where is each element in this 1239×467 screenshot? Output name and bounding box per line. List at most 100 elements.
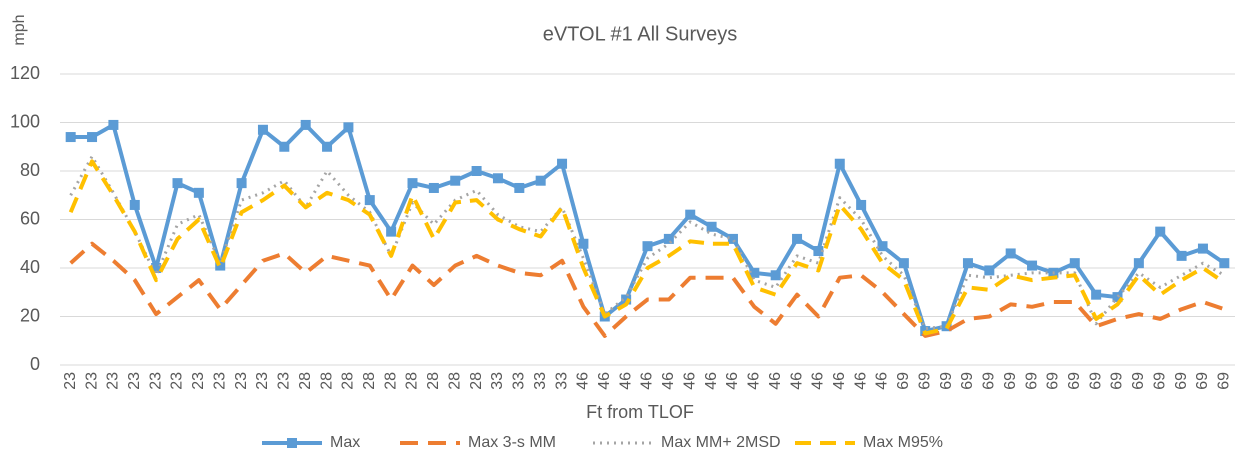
x-tick-label: 69 bbox=[1109, 372, 1126, 390]
marker bbox=[834, 158, 845, 169]
marker bbox=[151, 263, 162, 273]
marker bbox=[856, 199, 867, 210]
marker bbox=[1069, 258, 1080, 269]
marker bbox=[1197, 243, 1208, 254]
x-tick-label: 46 bbox=[874, 372, 891, 390]
marker bbox=[471, 166, 482, 176]
x-tick-label: 69 bbox=[981, 372, 998, 390]
y-tick-label: 0 bbox=[30, 354, 40, 374]
marker bbox=[770, 270, 781, 281]
marker bbox=[1112, 292, 1123, 303]
x-tick-label: 46 bbox=[810, 372, 827, 390]
marker bbox=[87, 132, 98, 143]
x-tick-label: 69 bbox=[1216, 372, 1233, 390]
marker bbox=[343, 122, 354, 133]
x-tick-label: 23 bbox=[105, 372, 122, 390]
marker bbox=[877, 241, 888, 252]
x-tick-label: 23 bbox=[254, 372, 271, 390]
marker bbox=[65, 132, 76, 143]
x-tick-label: 69 bbox=[938, 372, 955, 390]
marker bbox=[898, 258, 909, 269]
x-tick-label: 28 bbox=[340, 372, 357, 390]
marker bbox=[749, 267, 760, 278]
x-tick-label: 69 bbox=[1066, 372, 1083, 390]
marker bbox=[257, 124, 268, 135]
x-tick-label: 28 bbox=[382, 372, 399, 390]
x-tick-label: 23 bbox=[147, 372, 164, 390]
marker bbox=[386, 226, 397, 237]
marker bbox=[1219, 258, 1230, 269]
marker bbox=[535, 175, 546, 186]
x-tick-label: 28 bbox=[446, 372, 463, 390]
marker bbox=[1091, 289, 1102, 300]
y-tick-label: 40 bbox=[20, 257, 40, 277]
x-axis-label: Ft from TLOF bbox=[586, 402, 694, 422]
x-tick-label: 69 bbox=[1173, 372, 1190, 390]
marker bbox=[129, 199, 140, 210]
marker bbox=[236, 178, 247, 189]
x-tick-label: 46 bbox=[681, 372, 698, 390]
marker bbox=[492, 173, 503, 184]
x-tick-label: 46 bbox=[852, 372, 869, 390]
x-tick-label: 69 bbox=[1151, 372, 1168, 390]
y-tick-label: 100 bbox=[10, 111, 40, 131]
marker bbox=[557, 158, 568, 169]
series-line bbox=[68, 159, 1226, 336]
legend-label: Max bbox=[330, 434, 360, 451]
x-tick-label: 46 bbox=[746, 372, 763, 390]
legend-label: Max MM+ 2MSD bbox=[661, 434, 781, 451]
marker bbox=[514, 182, 525, 193]
marker bbox=[1005, 248, 1016, 259]
x-tick-label: 69 bbox=[1045, 372, 1062, 390]
x-tick-label: 46 bbox=[617, 372, 634, 390]
x-tick-label: 46 bbox=[660, 372, 677, 390]
y-tick-label: 80 bbox=[20, 160, 40, 180]
marker bbox=[279, 141, 290, 152]
x-tick-label: 28 bbox=[425, 372, 442, 390]
marker bbox=[407, 178, 418, 189]
x-tick-label: 33 bbox=[532, 372, 549, 390]
x-tick-label: 28 bbox=[468, 372, 485, 390]
marker bbox=[727, 233, 738, 244]
series-line bbox=[69, 241, 1225, 338]
x-tick-label: 33 bbox=[553, 372, 570, 390]
x-tick-label: 33 bbox=[489, 372, 506, 390]
marker bbox=[962, 258, 973, 269]
x-tick-label: 46 bbox=[767, 372, 784, 390]
x-tick-label: 46 bbox=[788, 372, 805, 390]
x-tick-label: 28 bbox=[361, 372, 378, 390]
marker bbox=[450, 175, 461, 186]
x-tick-label: 69 bbox=[916, 372, 933, 390]
marker bbox=[300, 119, 311, 130]
x-tick-label: 28 bbox=[404, 372, 421, 390]
x-tick-label: 23 bbox=[233, 372, 250, 390]
marker bbox=[792, 233, 803, 244]
x-tick-label: 69 bbox=[1130, 372, 1147, 390]
marker bbox=[215, 260, 226, 271]
marker bbox=[172, 178, 183, 189]
y-tick-label: 60 bbox=[20, 208, 40, 228]
marker bbox=[108, 119, 119, 130]
marker bbox=[1155, 226, 1166, 237]
x-tick-label: 28 bbox=[318, 372, 335, 390]
x-tick-label: 46 bbox=[703, 372, 720, 390]
x-tick-label: 33 bbox=[511, 372, 528, 390]
x-tick-label: 46 bbox=[575, 372, 592, 390]
marker bbox=[813, 246, 824, 257]
x-tick-label: 69 bbox=[1023, 372, 1040, 390]
marker bbox=[1133, 258, 1144, 269]
x-tick-label: 69 bbox=[959, 372, 976, 390]
marker bbox=[663, 233, 674, 244]
x-tick-label: 46 bbox=[724, 372, 741, 390]
x-tick-label: 28 bbox=[297, 372, 314, 390]
y-axis-label: mph bbox=[11, 14, 28, 45]
x-tick-label: 23 bbox=[169, 372, 186, 390]
legend-label: Max 3-s MM bbox=[468, 434, 556, 451]
x-tick-label: 46 bbox=[639, 372, 656, 390]
series-line bbox=[69, 154, 1226, 331]
x-tick-label: 23 bbox=[276, 372, 293, 390]
marker bbox=[1027, 260, 1038, 271]
marker bbox=[621, 294, 632, 305]
